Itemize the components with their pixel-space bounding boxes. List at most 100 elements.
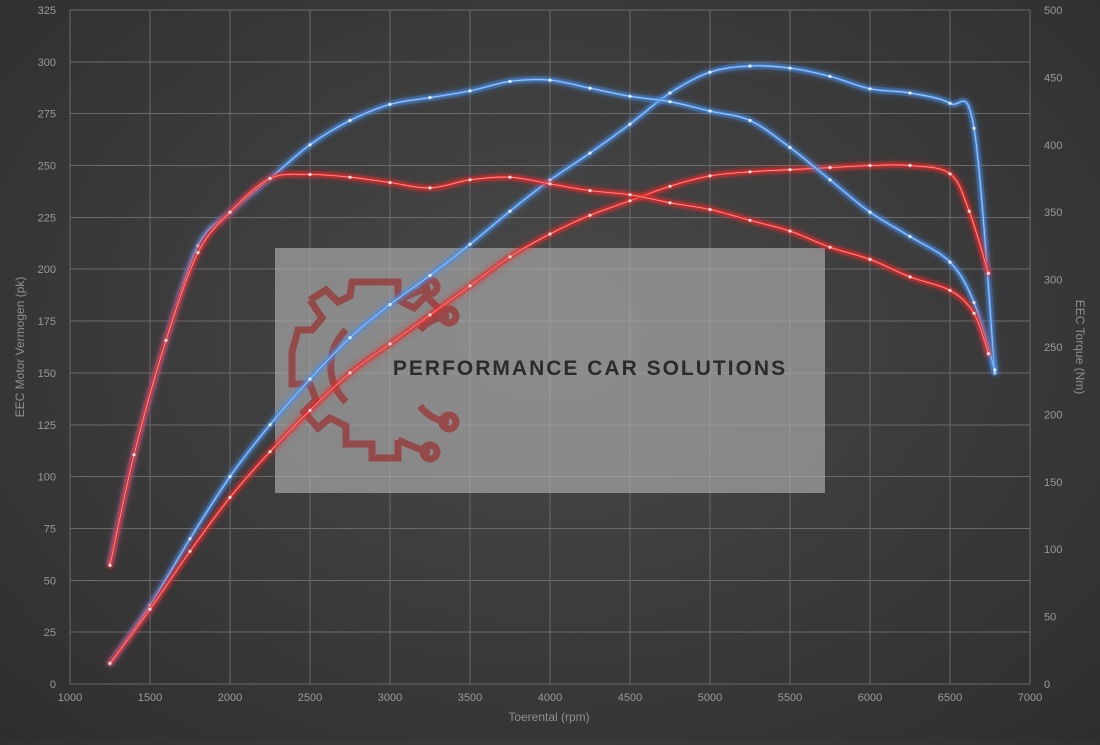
x-tick-label: 3500 (458, 692, 482, 704)
y-left-tick-label: 200 (38, 264, 56, 276)
data-point (148, 607, 152, 611)
data-point (268, 176, 272, 181)
watermark-panel (275, 248, 825, 493)
data-point (972, 311, 976, 315)
data-point (468, 178, 472, 182)
data-point (348, 175, 352, 179)
data-point (588, 213, 592, 217)
data-point (164, 338, 168, 342)
data-point (628, 193, 632, 197)
data-point (108, 661, 112, 665)
y-right-tick-label: 350 (1044, 207, 1062, 219)
y-right-tick-label: 200 (1044, 409, 1062, 421)
data-point (468, 242, 472, 246)
data-point (668, 100, 672, 104)
x-tick-label: 6000 (858, 692, 882, 704)
data-point (308, 172, 312, 177)
data-point (548, 78, 552, 82)
data-point (388, 302, 392, 307)
y-left-tick-label: 50 (44, 575, 56, 587)
x-tick-label: 3000 (378, 692, 402, 704)
y-left-tick-label: 300 (38, 57, 56, 69)
data-point (588, 151, 592, 155)
data-point (788, 145, 792, 150)
watermark: PERFORMANCE CAR SOLUTIONS (275, 248, 825, 493)
data-point (868, 163, 872, 168)
y-left-tick-label: 25 (44, 627, 56, 639)
gear-logo-icon (288, 276, 460, 463)
data-point (948, 101, 952, 105)
data-point (588, 86, 592, 90)
x-tick-label: 2500 (298, 692, 322, 704)
x-tick-label: 6500 (938, 692, 962, 704)
data-point (668, 201, 672, 205)
series-layer (106, 62, 999, 667)
series-highlight (109, 173, 989, 566)
data-point (828, 166, 832, 170)
data-point (788, 229, 792, 233)
y-left-tick-label: 175 (38, 316, 56, 328)
y-left-axis-title: EEC Motor Vermogen (pk) (13, 277, 27, 418)
x-tick-label: 7000 (1018, 692, 1042, 704)
data-point (468, 284, 472, 288)
y-right-tick-label: 50 (1044, 612, 1056, 624)
series-1 (106, 161, 992, 667)
data-point (308, 143, 312, 147)
data-point (196, 251, 200, 255)
y-right-tick-label: 500 (1044, 5, 1062, 17)
data-point (668, 91, 672, 95)
data-point (428, 96, 432, 100)
data-point (948, 172, 952, 176)
data-point (308, 377, 312, 381)
x-tick-label: 4500 (618, 692, 642, 704)
y-right-tick-label: 400 (1044, 140, 1062, 152)
y-right-tick-label: 150 (1044, 477, 1062, 489)
x-tick-label: 1000 (58, 692, 82, 704)
data-point (348, 118, 352, 123)
data-point (548, 232, 552, 236)
data-point (972, 126, 976, 130)
y-left-tick-label: 75 (44, 523, 56, 535)
data-point (908, 91, 912, 95)
data-point (868, 257, 872, 261)
x-axis-title: Toerental (rpm) (508, 710, 589, 724)
data-point (748, 118, 752, 123)
data-point (548, 182, 552, 186)
y-right-tick-label: 0 (1044, 679, 1050, 691)
data-point (908, 275, 912, 279)
data-point (228, 495, 232, 499)
data-point (828, 74, 832, 78)
y-right-tick-label: 250 (1044, 342, 1062, 354)
data-point (428, 186, 432, 190)
data-point (993, 368, 997, 372)
data-point (188, 549, 192, 553)
y-right-axis-title: EEC Torque (Nm) (1073, 300, 1087, 394)
data-point (508, 175, 512, 179)
data-point (828, 245, 832, 249)
data-point (348, 371, 352, 375)
series-3 (106, 170, 992, 569)
y-left-tick-label: 0 (50, 679, 56, 691)
data-point (188, 537, 192, 541)
data-point (508, 209, 512, 213)
x-tick-label: 5500 (778, 692, 802, 704)
data-point (628, 199, 632, 203)
data-point (748, 218, 752, 222)
data-point (748, 64, 752, 68)
axis-ticks: 1000 1500 2000 2500 3000 3500 4000 4500 5000 5500… (38, 5, 1063, 704)
y-left-tick-label: 250 (38, 161, 56, 173)
data-point (972, 300, 976, 305)
y-right-tick-label: 450 (1044, 72, 1062, 84)
watermark-brand-text: PERFORMANCE CAR SOLUTIONS (393, 357, 787, 380)
data-point (668, 184, 672, 188)
y-left-tick-label: 125 (38, 420, 56, 432)
data-point (308, 408, 312, 412)
data-point (948, 260, 952, 264)
y-right-tick-label: 100 (1044, 544, 1062, 556)
data-point (388, 102, 392, 106)
data-point (228, 210, 232, 214)
series-0 (106, 62, 999, 667)
data-point (132, 453, 136, 457)
x-tick-label: 5000 (698, 692, 722, 704)
